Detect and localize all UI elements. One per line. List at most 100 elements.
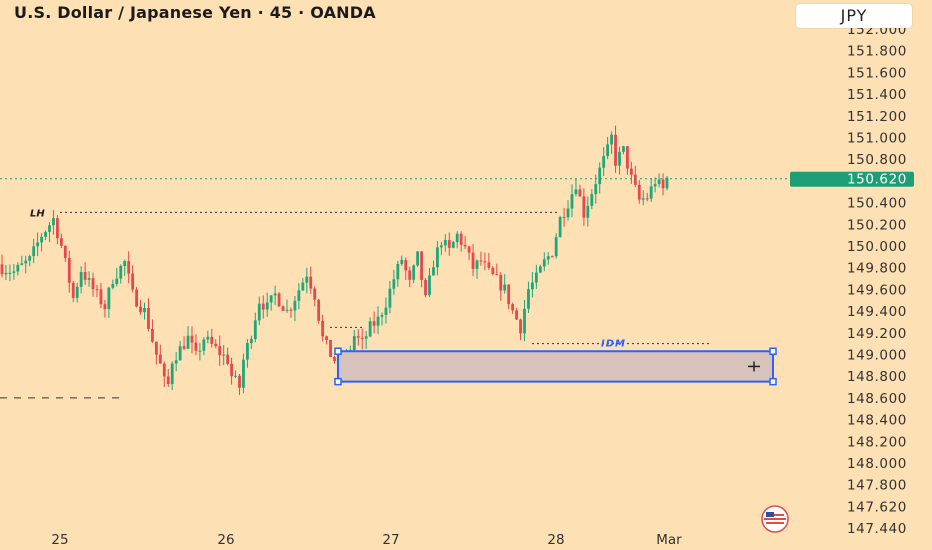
price-tick-label: 147.440	[847, 521, 907, 537]
candle-body	[531, 282, 534, 290]
candle-body	[277, 293, 281, 307]
candle-body	[392, 279, 396, 289]
price-tick-label: 148.400	[847, 413, 907, 429]
currency-button[interactable]: JPY	[796, 4, 912, 28]
candle-body	[115, 278, 119, 285]
candle-body	[606, 144, 610, 157]
candle-body	[404, 259, 408, 271]
candle-body	[91, 278, 95, 290]
candle-body	[657, 179, 661, 185]
candle-body	[71, 282, 75, 298]
candle-body	[218, 346, 222, 356]
candle-body	[317, 299, 321, 321]
candle-body	[151, 328, 154, 342]
candle-body	[40, 236, 43, 243]
price-tick-label: 148.800	[847, 369, 907, 385]
candle-body	[538, 266, 542, 273]
candle-body	[629, 168, 633, 175]
candle-body	[428, 275, 431, 296]
candle-body	[174, 360, 178, 364]
candle-body	[234, 375, 237, 377]
candle-body	[622, 146, 625, 152]
candle-body	[297, 290, 301, 301]
candle-body	[52, 218, 55, 226]
candle-body	[75, 286, 79, 298]
candle-body	[44, 231, 47, 237]
price-tick-label: 149.000	[847, 348, 907, 364]
candle-body	[554, 237, 558, 257]
price-tick-label: 149.200	[847, 326, 907, 342]
candle-body	[499, 274, 503, 291]
candle-body	[20, 263, 24, 265]
candle-body	[190, 335, 194, 343]
candle-body	[459, 233, 463, 245]
candle-body	[432, 267, 435, 276]
candle-body	[368, 321, 372, 337]
last-price-value: 150.620	[847, 172, 907, 188]
candle-body	[372, 321, 376, 326]
candle-body	[269, 295, 273, 303]
time-tick-label: 28	[547, 532, 564, 548]
candle-body	[48, 225, 51, 232]
candle-body	[633, 174, 637, 185]
price-tick-label: 150.200	[847, 217, 907, 233]
candle-body	[527, 289, 530, 309]
time-axis[interactable]: 25 26 27 28 Mar	[51, 532, 682, 548]
candle-body	[261, 303, 265, 310]
candle-body	[0, 264, 4, 275]
price-tick-label: 149.800	[847, 261, 907, 277]
candle-body	[131, 273, 135, 290]
candle-body	[550, 256, 554, 258]
candle-body	[590, 194, 594, 206]
candle-body	[107, 287, 111, 309]
candle-body	[475, 260, 479, 269]
candle-body	[123, 261, 127, 266]
price-tick-label: 151.600	[847, 65, 907, 81]
price-tick-label: 149.600	[847, 282, 907, 298]
candle-body	[285, 309, 289, 311]
candle-body	[210, 336, 214, 344]
candle-body	[467, 246, 471, 253]
candle-body	[610, 134, 613, 145]
candle-body	[12, 271, 16, 273]
candle-body	[447, 240, 451, 248]
price-tick-label: 147.620	[847, 499, 907, 515]
candle-body	[67, 258, 71, 283]
candle-body	[436, 247, 439, 268]
candle-body	[479, 260, 483, 262]
candle-body	[257, 303, 261, 321]
candle-body	[214, 343, 218, 347]
candle-body	[87, 278, 91, 280]
candle-body	[523, 308, 526, 334]
candle-body	[665, 177, 669, 189]
lh-label: LH	[30, 208, 45, 219]
candle-body	[519, 319, 522, 334]
candle-body	[313, 288, 317, 300]
candle-body	[325, 336, 328, 340]
candle-body	[24, 260, 28, 264]
candle-body	[139, 306, 142, 313]
zone-handle	[334, 377, 342, 386]
candle-body	[515, 310, 518, 320]
candle-body	[661, 179, 665, 189]
candle-body	[127, 261, 131, 274]
candle-body	[281, 306, 285, 311]
candle-body	[364, 336, 368, 339]
price-axis[interactable]: 152.000151.800151.600151.400151.200151.0…	[761, 22, 914, 537]
candle-body	[253, 320, 257, 339]
candle-body	[503, 284, 507, 291]
candle-body	[598, 167, 602, 185]
zone-handle	[334, 347, 342, 355]
candle-body	[4, 272, 8, 275]
candle-body	[439, 245, 443, 248]
price-tick-label: 150.000	[847, 239, 907, 255]
candle-body	[238, 375, 241, 388]
zone-handle	[769, 377, 777, 386]
candle-body	[309, 276, 313, 289]
candle-body	[103, 304, 107, 309]
candle-body	[119, 265, 123, 279]
candle-body	[158, 354, 162, 364]
candle-body	[111, 284, 115, 288]
candle-body	[396, 263, 400, 280]
